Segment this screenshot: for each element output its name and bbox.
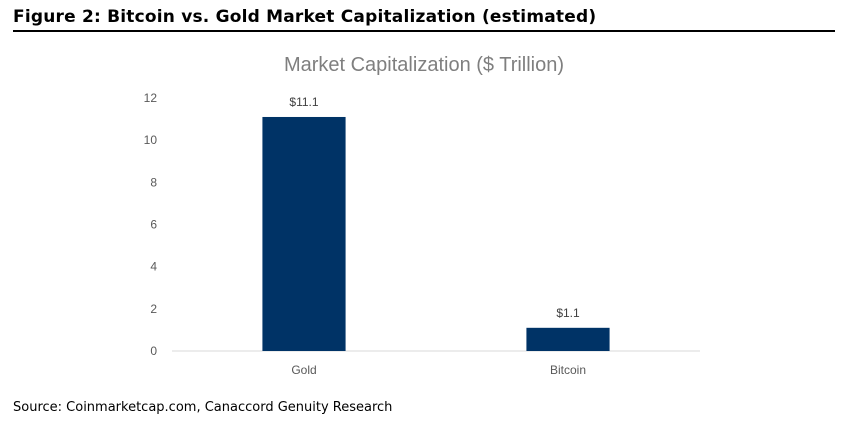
data-label-gold: $11.1 [289,95,318,109]
data-label-bitcoin: $1.1 [556,306,580,320]
category-labels: Gold Bitcoin [291,363,586,377]
y-tick-label: 8 [150,175,157,189]
y-tick-label: 2 [150,302,157,316]
title-rule [13,30,835,32]
y-axis-ticks: 0 2 4 6 8 10 12 [144,91,158,358]
y-tick-label: 10 [144,133,158,147]
bars [262,116,610,351]
category-label-bitcoin: Bitcoin [550,363,586,377]
y-tick-label: 4 [150,260,157,274]
category-label-gold: Gold [291,363,316,377]
bar-gold [262,116,346,351]
bar-bitcoin [526,327,610,351]
data-labels: $11.1 $1.1 [289,95,580,320]
y-tick-label: 12 [144,91,158,105]
y-tick-label: 6 [150,218,157,232]
y-tick-label: 0 [150,344,157,358]
figure-title: Figure 2: Bitcoin vs. Gold Market Capita… [13,7,597,27]
source-note: Source: Coinmarketcap.com, Canaccord Gen… [13,400,393,415]
chart-title: Market Capitalization ($ Trillion) [284,54,564,76]
